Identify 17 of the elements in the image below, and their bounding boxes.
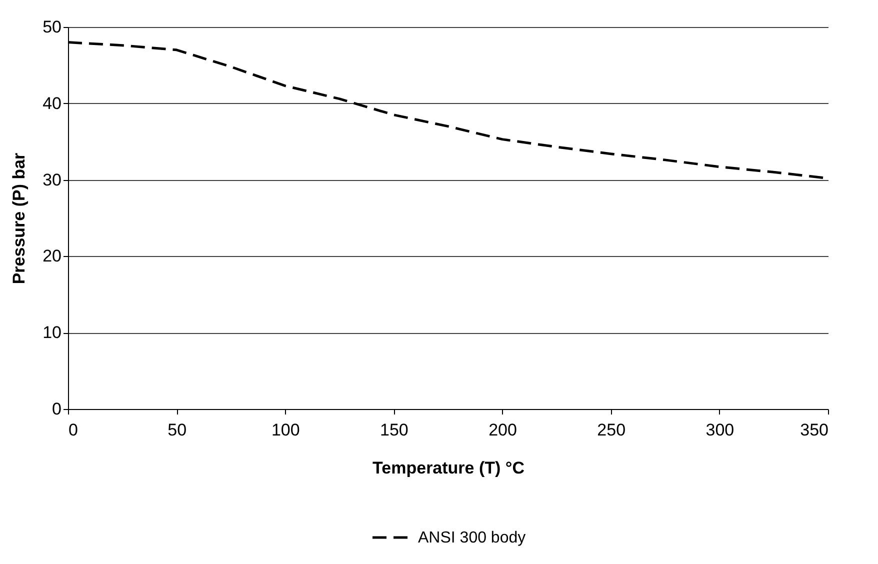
y-tick-label: 20	[42, 246, 62, 266]
x-tick-label: 150	[380, 420, 408, 440]
x-tick-label: 0	[68, 420, 78, 440]
y-axis-title: Pressure (P) bar	[10, 152, 29, 284]
y-tick-label: 50	[42, 18, 62, 36]
y-tick-label: 30	[42, 170, 62, 190]
y-tick-label: 40	[42, 94, 62, 113]
x-tick-label: 250	[597, 420, 626, 440]
x-tick-label: 50	[168, 420, 187, 440]
legend-label: ANSI 300 body	[418, 530, 526, 546]
y-tick-label: 10	[42, 323, 62, 342]
x-axis-title: Temperature (T) °C	[372, 458, 524, 478]
x-tick-label: 100	[271, 420, 300, 440]
x-tick-label: 200	[488, 420, 517, 440]
x-tick-label: 350	[800, 420, 828, 440]
x-tick-label: 300	[706, 420, 734, 440]
y-tick-label: 0	[52, 400, 62, 418]
